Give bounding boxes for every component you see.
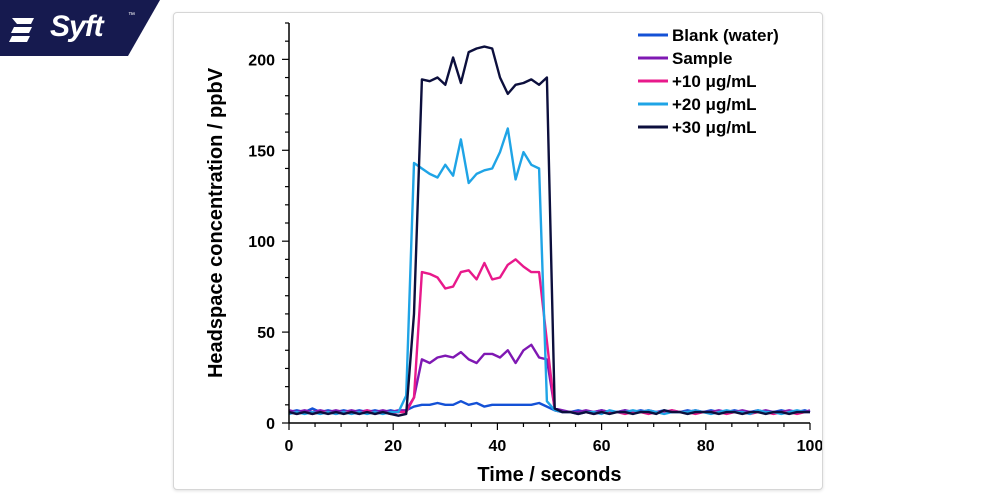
x-tick-label: 0 xyxy=(285,438,294,455)
axes: 0 50 100 150 200 0 20 40 60 80 100 xyxy=(248,22,822,455)
brand-name: Syft xyxy=(50,10,104,43)
brand-logo-background xyxy=(0,0,160,56)
legend-label-1: Sample xyxy=(672,49,732,68)
legend-label-0: Blank (water) xyxy=(672,26,779,45)
y-tick-label: 200 xyxy=(248,52,275,69)
y-tick-label: 50 xyxy=(257,325,275,342)
legend-label-2: +10 μg/mL xyxy=(672,72,757,91)
x-tick-label: 80 xyxy=(697,438,715,455)
x-tick-label: 60 xyxy=(593,438,611,455)
y-axis-label: Headspace concentration / ppbV xyxy=(205,67,227,378)
y-tick-label: 100 xyxy=(248,234,275,251)
brand-trademark: ™ xyxy=(128,12,135,19)
plot-lines xyxy=(288,45,811,417)
x-axis-label: Time / seconds xyxy=(477,464,621,486)
series-line-2 xyxy=(288,258,810,416)
legend: Blank (water) Sample +10 μg/mL +20 μg/mL +30… xyxy=(638,26,779,137)
series-line-4 xyxy=(288,45,810,417)
legend-label-4: +30 μg/mL xyxy=(672,118,757,137)
line-chart: 0 50 100 150 200 0 20 40 60 80 100 Blank (water) Sa… xyxy=(205,22,822,486)
y-tick-label: 150 xyxy=(248,143,275,160)
legend-label-3: +20 μg/mL xyxy=(672,95,757,114)
chart-panel: 0 50 100 150 200 0 20 40 60 80 100 Blank (water) Sa… xyxy=(173,12,823,490)
x-tick-label: 20 xyxy=(384,438,402,455)
x-tick-label: 40 xyxy=(489,438,507,455)
y-tick-label: 0 xyxy=(266,416,275,433)
x-tick-label: 100 xyxy=(797,438,822,455)
brand-logo: Syft ™ xyxy=(0,0,160,56)
